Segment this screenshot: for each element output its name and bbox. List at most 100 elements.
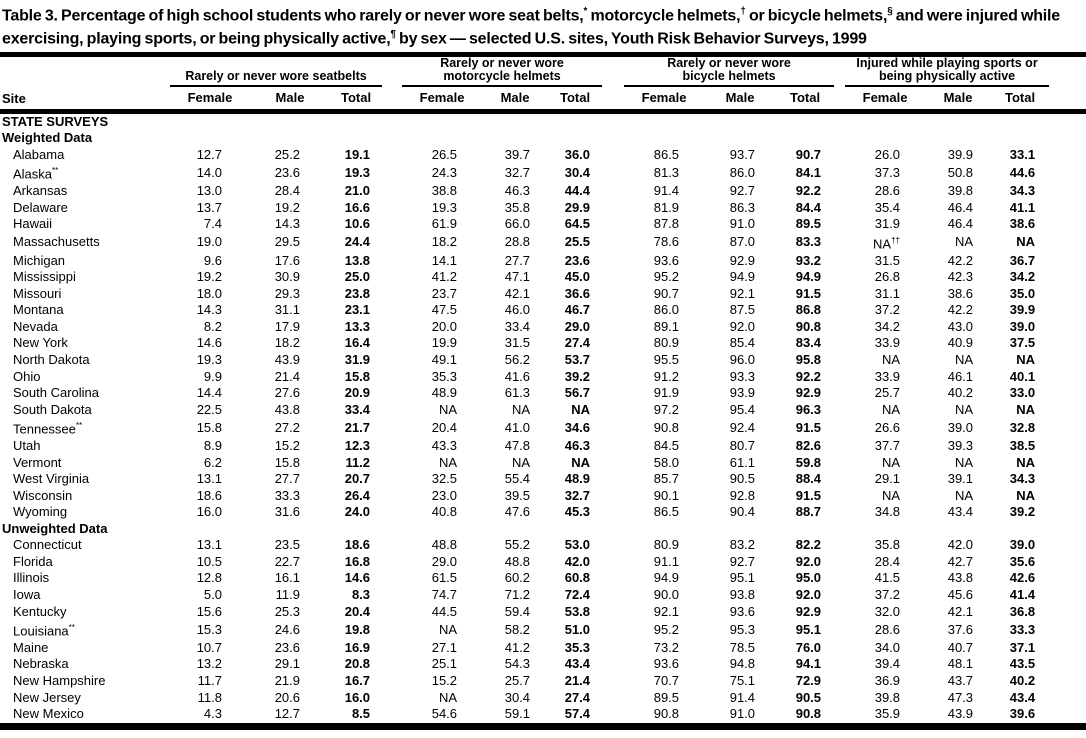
spacer: [382, 554, 402, 571]
value-cell: 23.6: [274, 639, 300, 655]
spacer: [834, 554, 845, 571]
value-cell: 30.4: [504, 689, 531, 705]
spacer: [382, 57, 402, 86]
value-cell: 48.9: [431, 385, 458, 401]
col-header-female: Female: [845, 85, 926, 114]
value-cell: 19.9: [431, 335, 458, 351]
value-cell: 95.8: [795, 351, 822, 367]
value-cell: 84.1: [795, 164, 822, 180]
value-cell: 76.0: [795, 639, 822, 655]
spacer: [834, 216, 845, 233]
value-cell: 86.8: [795, 302, 822, 318]
value-cell: 27.4: [564, 335, 591, 351]
value-cell: 8.3: [351, 586, 371, 602]
value-cell: 43.8: [947, 570, 974, 586]
value-cell: 74.7: [431, 586, 458, 602]
value-cell: 39.5: [504, 487, 531, 503]
site-cell: Iowa: [13, 586, 41, 602]
site-cell: South Carolina: [13, 385, 99, 401]
value-cell: 4.3: [203, 706, 222, 722]
value-cell: 46.1: [947, 368, 974, 384]
value-cell: 25.2: [274, 146, 300, 162]
spacer: [834, 335, 845, 352]
value-cell: 26.4: [344, 487, 371, 503]
value-cell: 89.1: [653, 318, 680, 334]
spacer: [602, 455, 624, 472]
value-cell: 92.7: [729, 183, 756, 199]
value-cell: 37.2: [874, 586, 901, 602]
spacer: [1049, 335, 1086, 352]
spacer: [382, 183, 402, 200]
value-cell: 58.2: [504, 621, 531, 637]
value-cell: 6.2: [203, 454, 222, 470]
value-cell: 26.5: [431, 146, 458, 162]
spacer: [602, 504, 624, 521]
site-cell: Wyoming: [13, 504, 68, 520]
value-cell: 31.1: [874, 285, 901, 301]
value-cell: 24.0: [344, 504, 371, 520]
value-cell: 59.1: [504, 706, 531, 722]
value-cell: 34.0: [874, 639, 901, 655]
value-cell: 23.5: [274, 537, 300, 553]
table-row: Alaska** 14.0 23.6 19.3 24.3 32.7 30.4 81.3 86.0…: [0, 163, 1086, 183]
value-cell: 39.0: [1009, 318, 1036, 334]
value-cell: 42.3: [947, 269, 974, 285]
value-cell: 91.5: [795, 285, 822, 301]
spacer: [602, 673, 624, 690]
value-cell: 33.0: [1009, 385, 1036, 401]
spacer: [602, 620, 624, 640]
value-cell: 42.6: [1009, 570, 1036, 586]
value-cell: 54.3: [504, 656, 531, 672]
spacer: [382, 302, 402, 319]
value-cell: 23.8: [344, 285, 371, 301]
value-cell: 11.8: [197, 689, 222, 705]
value-cell: 89.5: [795, 216, 822, 232]
value-cell: 46.7: [564, 302, 591, 318]
spacer: [1049, 163, 1086, 183]
value-cell: 48.9: [564, 471, 591, 487]
value-cell: 18.6: [196, 487, 222, 503]
value-cell: 86.3: [729, 199, 756, 215]
value-cell: 95.1: [729, 570, 756, 586]
value-cell: 24.3: [431, 164, 458, 180]
value-cell: 8.9: [203, 438, 222, 454]
value-cell: 14.4: [196, 385, 222, 401]
value-cell: 60.8: [564, 570, 591, 586]
value-cell: 29.5: [274, 234, 300, 250]
value-cell: 12.3: [344, 438, 371, 454]
spacer: [602, 369, 624, 386]
value-cell: 19.8: [344, 621, 371, 637]
value-cell: 19.3: [344, 164, 371, 180]
site-cell: Maine: [13, 639, 49, 655]
spacer: [1049, 200, 1086, 217]
value-cell: 72.4: [564, 586, 591, 602]
spacer: [834, 385, 845, 402]
spacer: [602, 269, 624, 286]
value-cell: 94.9: [653, 570, 680, 586]
value-cell: 38.6: [947, 285, 974, 301]
value-cell: 43.4: [1009, 689, 1036, 705]
value-cell: 90.0: [653, 586, 680, 602]
value-cell: NA: [881, 351, 901, 367]
value-cell: 41.2: [431, 269, 458, 285]
spacer: [382, 471, 402, 488]
value-cell: 20.0: [431, 318, 458, 334]
value-cell: NA: [1016, 487, 1036, 503]
value-cell: 35.3: [564, 639, 591, 655]
spacer: [834, 183, 845, 200]
value-cell: 44.4: [564, 183, 591, 199]
spacer: [382, 233, 402, 253]
value-cell: 39.4: [874, 656, 901, 672]
group-label: Rarely or never wore motorcycle helmets: [440, 55, 564, 84]
spacer: [602, 147, 624, 164]
value-cell: 39.7: [504, 146, 531, 162]
spacer: [1049, 233, 1086, 253]
value-cell: 27.2: [274, 419, 300, 435]
value-cell: 33.1: [1009, 146, 1036, 162]
value-cell: 12.8: [196, 570, 222, 586]
value-cell: 13.3: [344, 318, 371, 334]
value-cell: 39.1: [947, 471, 974, 487]
value-cell: 34.8: [874, 504, 901, 520]
value-cell: 87.5: [729, 302, 756, 318]
value-cell: 34.2: [874, 318, 901, 334]
